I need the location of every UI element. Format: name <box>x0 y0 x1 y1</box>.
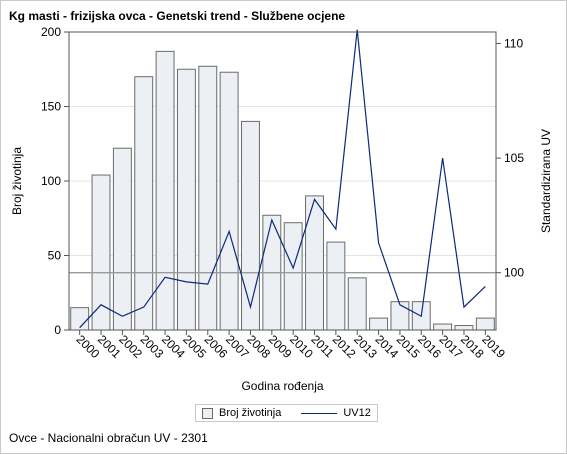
bar <box>369 317 389 331</box>
chart-title: Kg masti - frizijska ovca - Genetski tre… <box>9 9 346 23</box>
bar <box>390 301 410 331</box>
y-tick-label: 50 <box>48 249 62 263</box>
x-axis-ticks: 2000200120022003200420052006200720082009… <box>74 330 508 361</box>
legend-item-line: UV12 <box>287 407 371 419</box>
bar <box>347 277 367 331</box>
uv12-line <box>79 29 486 329</box>
legend-line-label: UV12 <box>343 407 371 419</box>
y2-axis-label: Standardizirana UV <box>539 129 553 233</box>
bar <box>454 325 474 331</box>
y-tick-label: 150 <box>41 100 61 114</box>
bar <box>155 50 175 331</box>
legend: Broj životinja UV12 <box>195 404 378 422</box>
bar <box>433 323 453 331</box>
x-tick-label: 2000 <box>74 332 103 361</box>
bar <box>134 76 154 331</box>
bar <box>70 307 90 331</box>
bar <box>475 317 495 331</box>
right-axis-ticks: 100 105 110 <box>496 36 524 280</box>
bar <box>219 71 239 331</box>
left-axis-ticks: 0 50 100 150 200 <box>41 25 69 337</box>
y2-tick-label: 105 <box>504 151 524 165</box>
legend-bar-swatch <box>202 407 213 419</box>
footnote: Ovce - Nacionalni obračun UV - 2301 <box>9 431 208 445</box>
y2-tick-label: 110 <box>504 36 523 50</box>
x-tick-label: 2011 <box>308 332 336 360</box>
bar <box>176 68 196 331</box>
x-axis-label: Godina rođenja <box>241 379 323 393</box>
bar <box>326 241 346 331</box>
legend-bar-label: Broj životinja <box>219 407 282 419</box>
bar <box>241 120 260 331</box>
bar <box>305 195 324 331</box>
bar <box>283 222 303 331</box>
bar-series <box>70 50 495 331</box>
y-axis-label: Broj životinja <box>10 147 24 215</box>
bar <box>198 65 218 331</box>
y-tick-label: 0 <box>54 323 61 337</box>
y2-tick-label: 100 <box>504 266 524 280</box>
legend-line-swatch <box>301 412 338 414</box>
grid-lines <box>69 31 496 256</box>
y-tick-label: 100 <box>41 174 61 188</box>
bar <box>91 174 111 331</box>
bar <box>112 147 132 331</box>
legend-item-bars: Broj životinja <box>202 407 281 419</box>
y-tick-label: 200 <box>41 25 61 39</box>
